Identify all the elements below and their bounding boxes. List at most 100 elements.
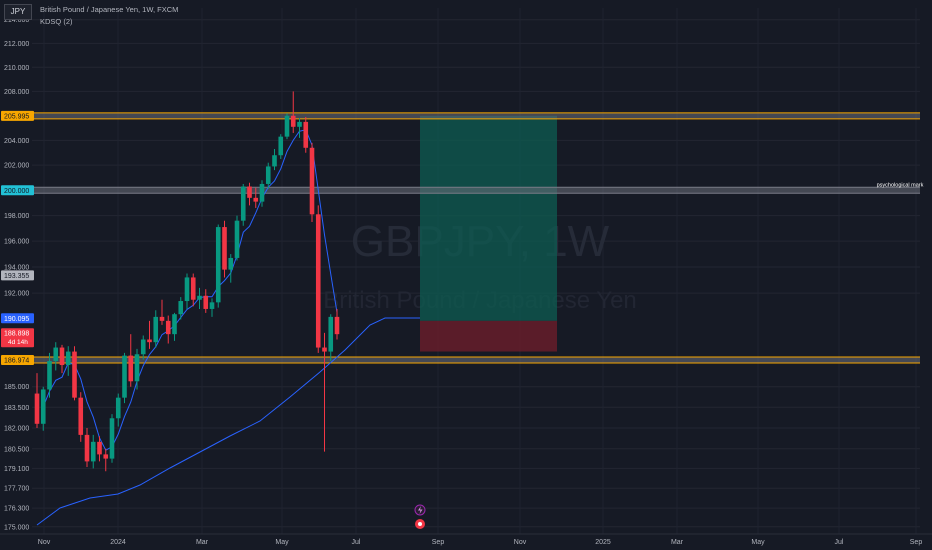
price-tick-label: 214.000: [4, 17, 29, 24]
candle-body-down: [147, 339, 152, 343]
candle-body-up: [278, 136, 284, 156]
candle-body-down: [247, 186, 252, 198]
time-tick-label: Jul: [835, 539, 844, 546]
candle-body-up: [65, 351, 71, 366]
candle-body-down: [159, 316, 165, 321]
candle-body-up: [140, 339, 146, 355]
price-tick-label: 177.700: [4, 486, 29, 493]
support-level-line-band: [32, 356, 920, 363]
chart-title: British Pound / Japanese Yen, 1W, FXCM: [40, 5, 179, 14]
price-tick-label: 194.000: [4, 265, 29, 272]
candle-body-up: [234, 220, 240, 258]
candle-body-up: [109, 418, 115, 459]
countdown-label-text: 4d 14h: [8, 339, 28, 346]
price-tick-label: 182.000: [4, 425, 29, 432]
time-tick-label: Mar: [196, 539, 209, 546]
time-tick-label: May: [751, 539, 765, 546]
price-label-bg: [1, 328, 34, 348]
candle-body-up: [297, 121, 302, 127]
symbol-badge[interactable]: JPY: [4, 4, 32, 20]
candle-body-down: [128, 355, 134, 382]
candle-body-down: [78, 397, 84, 435]
price-tick-label: 180.500: [4, 446, 29, 453]
time-tick-label: Nov: [514, 539, 527, 546]
candle-body-down: [309, 147, 315, 215]
candle-body-up: [197, 295, 202, 300]
candle-body-down: [322, 347, 327, 352]
price-label-text: 205.995: [4, 113, 29, 120]
lightning-icon-glyph: [418, 506, 423, 514]
candles: [34, 91, 340, 472]
candle-body-up: [209, 302, 215, 309]
candle-body-up: [265, 166, 271, 184]
price-tick-label: 192.000: [4, 291, 29, 298]
candle-body-down: [97, 441, 102, 455]
candle-body-up: [134, 354, 140, 382]
price-label-bg: [1, 313, 34, 324]
candle-body-down: [334, 316, 340, 335]
event-markers: [414, 504, 426, 529]
time-tick-label: Sep: [432, 539, 445, 546]
ma-slow-line: [36, 317, 420, 526]
candle-body-up: [122, 355, 127, 398]
price-tick-label: 198.000: [4, 213, 29, 220]
price-label-text: 200.000: [4, 188, 29, 195]
candle-body-up: [259, 183, 265, 202]
candle-body-down: [203, 295, 209, 309]
event-dot-icon-center: [418, 522, 422, 526]
candle-body-down: [315, 214, 321, 348]
stop-loss-zone: [420, 320, 557, 352]
price-label-text: 193.355: [4, 273, 29, 280]
candle-body-down: [34, 393, 40, 424]
candle-body-up: [53, 347, 59, 361]
candle-body-up: [328, 316, 334, 352]
price-label-bg: [1, 185, 34, 196]
candle-body-up: [215, 227, 221, 303]
price-tick-label: 210.000: [4, 65, 29, 72]
candle-body-down: [303, 121, 309, 148]
candle-body-up: [178, 301, 184, 315]
time-tick-label: Sep: [910, 539, 923, 546]
price-tick-label: 212.000: [4, 41, 29, 48]
candle-body-down: [59, 347, 65, 366]
resistance-level-line-band: [32, 112, 920, 119]
candle-body-down: [222, 227, 227, 270]
candle-body-up: [90, 441, 96, 462]
candle-body-up: [272, 155, 277, 167]
candle-body-up: [115, 397, 121, 419]
candle-body-up: [240, 186, 246, 221]
price-label-bg: [1, 270, 34, 281]
psychological-level-line-band: [32, 187, 920, 194]
price-label-text: 188.898: [4, 331, 29, 338]
candle-body-up: [153, 316, 159, 343]
candle-body-down: [103, 454, 109, 459]
candle-body-down: [253, 197, 259, 202]
price-label-bg: [1, 110, 34, 121]
candle-body-up: [184, 277, 190, 302]
price-tick-label: 204.000: [4, 138, 29, 145]
price-tick-label: 185.000: [4, 384, 29, 391]
time-axis-bg: [0, 534, 932, 550]
candle-body-up: [284, 115, 290, 137]
price-label-text: 186.974: [4, 357, 29, 364]
time-tick-label: 2025: [595, 539, 611, 546]
candle-body-down: [165, 320, 171, 335]
candle-body-up: [172, 314, 177, 335]
candle-body-down: [72, 351, 77, 398]
price-axis-bg: [0, 0, 32, 534]
time-tick-label: Mar: [671, 539, 684, 546]
psychological-mark-label: psychological mark: [877, 182, 924, 188]
price-tick-label: 202.000: [4, 163, 29, 170]
price-tick-label: 196.000: [4, 239, 29, 246]
time-tick-label: Nov: [38, 539, 51, 546]
time-tick-label: 2024: [110, 539, 126, 546]
price-tick-label: 208.000: [4, 89, 29, 96]
price-tick-label: 179.100: [4, 466, 29, 473]
ma-fast-line: [42, 129, 338, 451]
indicator-label[interactable]: KDSQ (2): [40, 17, 73, 26]
candle-body-down: [290, 115, 296, 127]
candle-body-up: [228, 257, 234, 270]
candle-body-down: [84, 434, 90, 462]
